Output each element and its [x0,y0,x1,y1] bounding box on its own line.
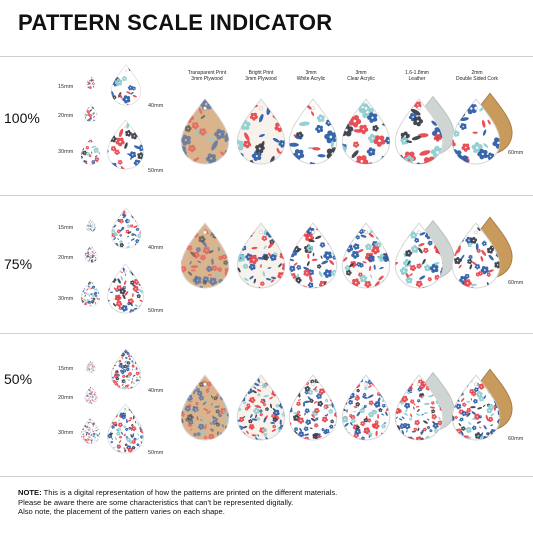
note-label: NOTE: [18,488,42,497]
drop-r3-15mm [86,360,96,373]
size-50mm-r2: 50mm [148,308,164,314]
drop-r1-50mm [107,119,144,170]
divider-2 [0,333,533,334]
drop-r2-20mm [84,245,98,263]
size-15mm-r2: 15mm [58,225,74,231]
divider-top [0,56,533,57]
note-line-3: Also note, the placement of the pattern … [18,507,225,516]
drop-r2-cork [451,222,501,289]
drop-r2-50mm [107,263,144,314]
drop-r2-bright-plywood [236,222,286,289]
drop-r2-30mm [80,280,101,307]
drop-r3-30mm [80,417,101,444]
drop-r2-clear-acrylic [341,222,391,289]
drop-r3-20mm [84,386,98,404]
material-label-bright-plywood: Bright Print 3mm Plywood [245,70,277,82]
size-20mm-r1: 20mm [58,113,74,119]
drop-r2-white-acrylic [288,222,338,289]
size-60mm-r1: 60mm [508,150,524,156]
note-line-1: This is a digital representation of how … [43,488,338,497]
drop-r2-40mm [110,207,142,249]
material-label-clear-acrylic: 3mm Clear Acrylic [347,70,375,82]
divider-3 [0,476,533,477]
drop-r3-cork [451,374,501,441]
scale-label-100: 100% [4,110,40,126]
note-line-2: Please be aware there are some character… [18,497,294,507]
size-30mm-r1: 30mm [58,149,74,155]
size-20mm-r3: 20mm [58,395,74,401]
size-15mm-r1: 15mm [58,84,74,90]
divider-1 [0,195,533,196]
drop-r1-30mm [80,138,101,165]
drop-r3-white-acrylic [288,374,338,441]
material-label-cork: 2mm Double Sided Cork [456,70,498,82]
material-label-transparent-plywood: Transparent Print 3mm Plywood [187,70,227,82]
size-40mm-r2: 40mm [148,245,164,251]
size-60mm-r3: 60mm [508,436,524,442]
drop-r1-15mm [86,76,96,89]
drop-r1-clear-acrylic [341,98,391,165]
drop-r3-50mm [107,403,144,454]
size-50mm-r1: 50mm [148,168,164,174]
material-label-leather: 1.6-1.8mm Leather [405,70,429,82]
size-30mm-r2: 30mm [58,296,74,302]
drop-r3-transparent-plywood [180,374,230,441]
drop-r2-leather [394,222,444,289]
page-title: PATTERN SCALE INDICATOR [18,10,333,35]
scale-label-75: 75% [4,256,33,272]
size-30mm-r3: 30mm [58,430,74,436]
size-40mm-r1: 40mm [148,103,164,109]
drop-r3-bright-plywood [236,374,286,441]
drop-r2-transparent-plywood [180,222,230,289]
drop-r2-15mm [86,219,96,232]
size-50mm-r3: 50mm [148,450,164,456]
scale-label-50: 50% [4,371,33,387]
drop-r1-transparent-plywood [180,98,230,165]
note-text: NOTE: This is a digital representation o… [18,488,518,517]
drop-r1-40mm [110,64,142,106]
size-40mm-r3: 40mm [148,388,164,394]
drop-r3-leather [394,374,444,441]
drop-r1-white-acrylic [288,98,338,165]
size-15mm-r3: 15mm [58,366,74,372]
drop-r3-clear-acrylic [341,374,391,441]
drop-r1-bright-plywood [236,98,286,165]
drop-r1-20mm [84,104,98,122]
drop-r3-40mm [110,348,142,390]
size-20mm-r2: 20mm [58,255,74,261]
drop-r1-cork [451,98,501,165]
size-60mm-r2: 60mm [508,280,524,286]
material-label-white-acrylic: 3mm White Acrylic [296,70,326,82]
drop-r1-leather [394,98,444,165]
